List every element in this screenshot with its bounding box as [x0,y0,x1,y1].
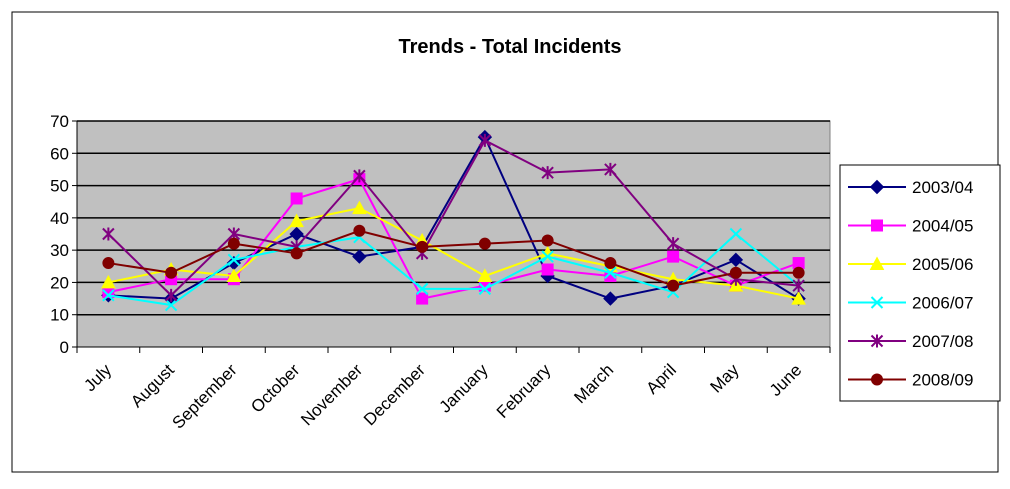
series-2007-08 [102,133,805,302]
series-line [107,139,799,297]
series-2008-09 [102,224,805,292]
legend-label: 2004/05 [912,217,973,236]
data-point [289,213,304,228]
plot-area [76,120,831,348]
data-point [604,266,617,279]
data-point [541,234,554,247]
data-point [478,282,492,296]
data-point [667,250,680,263]
data-point [102,289,115,302]
data-point [871,219,883,232]
data-point [870,334,884,348]
series-line [108,229,799,287]
data-point [791,291,806,305]
data-point [541,166,554,180]
data-point [352,200,367,215]
data-point [416,292,429,305]
data-point [165,266,178,279]
data-point [416,240,429,253]
data-point [667,279,680,292]
chart-title: Trends - Total Incidents [399,36,622,58]
y-tick-label: 0 [60,338,69,357]
legend-item: 2006/07 [848,294,973,313]
y-tick-label: 20 [50,273,69,292]
data-point [164,298,178,312]
data-point [478,237,491,250]
data-point [729,266,742,279]
data-point [102,227,115,241]
data-point [101,274,116,289]
legend-label: 2007/08 [912,332,973,351]
y-tick-label: 50 [50,177,69,196]
legend-item: 2007/08 [848,332,973,351]
legend: 2003/04 2004/05 2005/06 2006/07 2007/08 2008/… [848,178,973,390]
data-point [477,268,493,282]
legend-item: 2005/06 [848,255,973,274]
data-point [869,256,885,270]
data-point [792,266,805,279]
data-point [227,253,241,267]
series-line [108,232,800,307]
data-point [353,224,366,237]
legend-label: 2003/04 [912,178,973,197]
series-line [108,177,799,300]
data-point [869,179,885,195]
data-point [290,247,303,260]
y-tick-label: 30 [50,241,69,260]
data-point [870,296,884,309]
data-point [353,169,366,183]
data-point [728,252,744,268]
data-point [290,192,303,205]
series-group [101,129,806,312]
legend-label: 2006/07 [912,294,973,313]
legend-box [839,164,1001,402]
data-point [604,162,617,176]
data-point [604,257,617,270]
data-point [227,237,240,250]
legend-label: 2008/09 [912,371,973,390]
data-point [666,237,680,251]
data-point [729,227,743,241]
legend-item: 2003/04 [848,178,973,197]
data-point [226,268,242,282]
legend-label: 2005/06 [912,255,973,274]
data-point [603,291,618,306]
y-tick-label: 10 [50,306,69,325]
y-tick-label: 70 [50,112,69,131]
series-line [108,207,799,300]
data-point [164,288,178,302]
y-tick-label: 40 [50,209,69,228]
data-point [102,257,115,270]
data-point [792,279,805,293]
data-point [352,249,367,264]
data-point [871,373,883,386]
data-point [415,282,429,296]
legend-item: 2008/09 [848,371,973,390]
data-point [541,250,554,263]
legend-item: 2004/05 [848,217,973,236]
data-point [541,263,554,276]
data-point [478,133,492,147]
y-tick-label: 60 [50,144,69,163]
